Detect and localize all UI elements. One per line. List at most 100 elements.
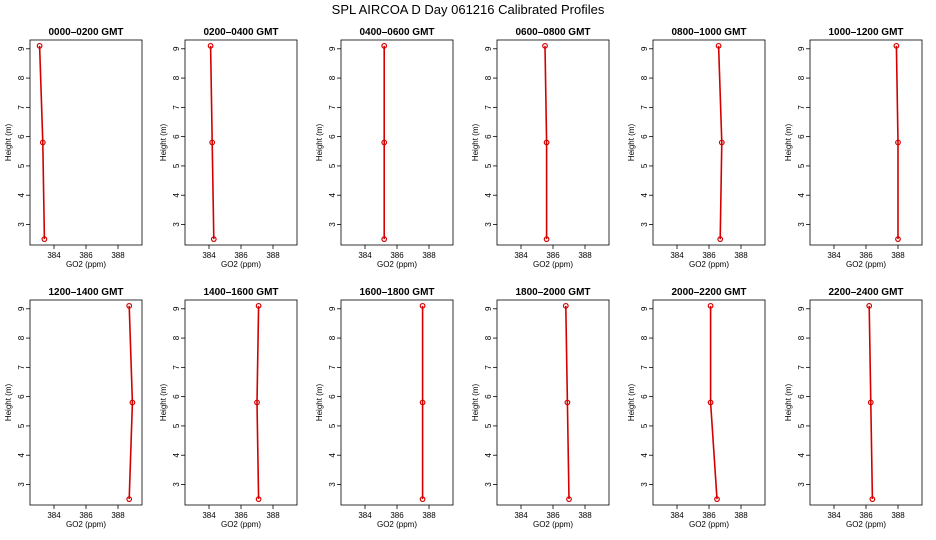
- x-axis-label: GO2 (ppm): [689, 520, 729, 529]
- panel-title: 0200–0400 GMT: [203, 27, 278, 38]
- profile-line: [565, 305, 570, 500]
- plot-frame: [652, 299, 766, 506]
- y-tick-label: 4: [484, 452, 493, 457]
- y-tick-label: 5: [17, 423, 26, 428]
- y-tick-label: 7: [640, 105, 649, 110]
- y-tick-label: 7: [17, 105, 26, 110]
- panel-title: 1000–1200 GMT: [828, 27, 903, 38]
- profile-line: [38, 45, 46, 240]
- data-point: [895, 139, 901, 146]
- x-tick-label: 384: [827, 511, 841, 520]
- x-tick-label: 386: [546, 511, 560, 520]
- data-point: [419, 496, 426, 503]
- y-axis-label: Height (m): [315, 123, 324, 161]
- y-tick-label: 7: [640, 365, 649, 370]
- x-tick-label: 388: [891, 511, 905, 520]
- y-tick-label: 9: [17, 306, 26, 311]
- y-tick-label: 6: [640, 134, 649, 139]
- data-point: [254, 399, 260, 406]
- data-point: [718, 139, 725, 146]
- y-tick-label: 7: [172, 105, 181, 110]
- plot-frame: [340, 299, 454, 506]
- x-tick-label: 384: [202, 511, 216, 520]
- y-tick-label: 7: [797, 105, 806, 110]
- x-tick-label: 388: [578, 251, 592, 260]
- plot-frame: [809, 299, 923, 506]
- data-point: [714, 496, 720, 503]
- y-tick-label: 8: [484, 75, 493, 80]
- y-axis-label: Height (m): [627, 383, 636, 421]
- y-tick-label: 3: [640, 222, 649, 227]
- data-point: [564, 399, 571, 406]
- y-tick-label: 5: [484, 163, 493, 168]
- data-point: [715, 42, 722, 49]
- x-tick-label: 388: [422, 511, 436, 520]
- y-axis-label: Height (m): [4, 383, 13, 421]
- y-tick-label: 4: [17, 192, 26, 197]
- x-tick-label: 384: [827, 251, 841, 260]
- y-tick-label: 4: [797, 452, 806, 457]
- x-tick-label: 388: [734, 511, 748, 520]
- y-tick-label: 6: [172, 394, 181, 399]
- x-tick-label: 384: [358, 511, 372, 520]
- y-tick-label: 7: [328, 365, 337, 370]
- data-point: [566, 496, 572, 503]
- y-tick-label: 7: [484, 365, 493, 370]
- x-tick-label: 388: [891, 251, 905, 260]
- data-point: [207, 42, 214, 49]
- y-tick-label: 3: [328, 482, 337, 487]
- data-point: [895, 236, 901, 243]
- plot-frame: [340, 39, 454, 246]
- plot-frame: [184, 299, 298, 506]
- x-tick-label: 386: [234, 511, 248, 520]
- x-tick-label: 384: [202, 251, 216, 260]
- y-tick-label: 6: [172, 134, 181, 139]
- y-tick-label: 4: [17, 452, 26, 457]
- y-axis-label: Height (m): [784, 123, 793, 161]
- plot-frame: [809, 39, 923, 246]
- y-tick-label: 6: [328, 134, 337, 139]
- y-tick-label: 9: [17, 46, 26, 51]
- y-tick-label: 5: [640, 163, 649, 168]
- x-axis-label: GO2 (ppm): [66, 520, 106, 529]
- y-tick-label: 9: [797, 306, 806, 311]
- y-tick-label: 5: [328, 163, 337, 168]
- data-point: [543, 139, 550, 146]
- x-tick-label: 386: [234, 251, 248, 260]
- y-tick-label: 7: [797, 365, 806, 370]
- data-point: [36, 42, 43, 49]
- y-tick-label: 5: [17, 163, 26, 168]
- data-point: [209, 139, 216, 146]
- x-tick-label: 386: [390, 251, 404, 260]
- y-tick-label: 6: [484, 394, 493, 399]
- x-axis-label: GO2 (ppm): [533, 520, 573, 529]
- panel-title: 1600–1800 GMT: [359, 287, 434, 298]
- y-tick-label: 7: [484, 105, 493, 110]
- y-axis-label: Height (m): [159, 123, 168, 161]
- x-tick-label: 386: [79, 511, 93, 520]
- y-tick-label: 8: [17, 75, 26, 80]
- x-tick-label: 388: [578, 511, 592, 520]
- y-tick-label: 9: [797, 46, 806, 51]
- data-point: [866, 302, 873, 309]
- panel-title: 0800–1000 GMT: [671, 27, 746, 38]
- panel-title: 0400–0600 GMT: [359, 27, 434, 38]
- x-tick-label: 386: [702, 511, 716, 520]
- y-tick-label: 9: [172, 306, 181, 311]
- y-tick-label: 3: [797, 222, 806, 227]
- data-point: [419, 302, 426, 309]
- y-tick-label: 8: [484, 335, 493, 340]
- profile-line: [256, 305, 260, 500]
- y-tick-label: 9: [328, 306, 337, 311]
- figure-title: SPL AIRCOA D Day 061216 Calibrated Profi…: [331, 2, 605, 17]
- y-tick-label: 6: [640, 394, 649, 399]
- y-tick-label: 6: [797, 394, 806, 399]
- y-tick-label: 3: [328, 222, 337, 227]
- x-axis-label: GO2 (ppm): [377, 520, 417, 529]
- y-tick-label: 4: [172, 192, 181, 197]
- plot-frame: [29, 299, 143, 506]
- x-axis-label: GO2 (ppm): [221, 260, 261, 269]
- y-tick-label: 9: [484, 306, 493, 311]
- y-tick-label: 7: [172, 365, 181, 370]
- y-tick-label: 8: [797, 75, 806, 80]
